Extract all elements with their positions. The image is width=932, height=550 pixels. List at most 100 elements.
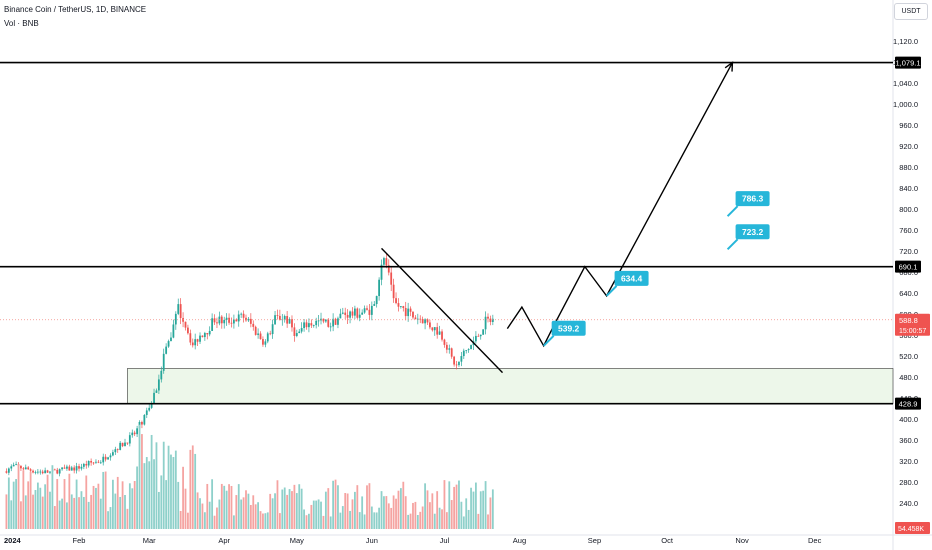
candle [70,465,73,471]
candle [332,313,335,332]
candle [90,458,93,466]
volume-bar [44,484,47,529]
candle [27,466,30,470]
x-tick-label: Feb [73,536,86,545]
volume-bar [10,500,13,529]
volume-label: Vol · BNB [4,19,39,28]
level-tag-label: 1,079.1 [895,59,920,68]
candle [293,323,296,342]
candle [315,317,318,329]
candle [402,305,405,312]
callout-pointer [726,205,739,217]
candle [431,327,434,332]
volume-bar [356,485,359,529]
candle-body [148,407,151,411]
candle-body [128,435,131,444]
candle-body [104,456,107,460]
volume-bar [460,501,463,529]
candle-body [455,364,458,366]
volume-bar [354,491,356,529]
volume-bar [305,515,308,529]
candle [254,325,257,336]
candle [99,460,102,464]
candle [39,469,42,475]
volume-bar [107,511,109,529]
candle-body [63,467,66,469]
candle-body [208,330,211,335]
candle [363,305,366,314]
volume-bar [247,493,250,529]
candle-body [397,303,400,307]
candle-body [266,333,269,342]
candle-body [479,334,482,337]
candle-body [160,370,163,380]
candle-body [308,323,310,328]
candle [63,464,66,469]
candle [160,366,163,383]
candle [80,463,83,471]
candle [203,331,206,341]
volume-bar [201,503,204,529]
candle-body [395,298,397,304]
y-tick-label: 480.0 [899,373,918,382]
volume-bar [438,507,441,529]
candle-body [223,319,226,324]
y-tick-label: 640.0 [899,289,918,298]
volume-bar [46,474,49,529]
volume-bar [90,494,93,529]
volume-bar [448,481,451,529]
volume-bar [334,479,337,529]
trendline [381,247,504,374]
candle-body [220,316,223,324]
candle [477,333,480,337]
candle [32,469,34,474]
candle [262,336,264,347]
candle-body [70,467,73,471]
currency-button[interactable]: USDT [894,3,928,20]
candle [7,467,10,476]
candle [189,329,192,346]
candle [300,322,303,334]
candle [305,319,308,330]
candle-body [237,314,240,322]
volume-bar [458,480,460,529]
candle-body [126,442,129,444]
candle [375,295,378,308]
volume-bar [443,480,446,529]
candle [124,438,126,447]
callout-pointer [605,285,618,297]
volume-bar [15,479,17,529]
candle-body [433,327,436,331]
level-tag [895,56,921,69]
candle-body [324,319,327,322]
candle-body [213,318,216,323]
candle-body [87,461,90,466]
candle [126,442,129,446]
candle [269,330,272,336]
candle-body [368,309,371,315]
candle [354,305,356,320]
volume-bar [264,513,267,529]
volume-bar [407,514,410,529]
candle [429,319,431,330]
candle-body [44,470,47,474]
candle-body [46,470,49,473]
volume-bar [298,484,301,529]
volume-bar [213,515,216,529]
candle [252,320,255,331]
volume-bar [112,479,114,529]
candle-body [170,337,172,342]
volume-bar [322,515,325,529]
callout-box [614,270,649,286]
volume-bar [450,500,453,529]
candle [266,331,269,344]
candle [121,442,124,448]
candle-body [124,442,126,447]
y-tick-label: 240.0 [899,499,918,508]
projection-path [506,62,734,348]
x-tick-label: Apr [218,536,230,545]
volume-bar [329,516,332,529]
candle-body [467,349,470,351]
candle [143,414,146,426]
